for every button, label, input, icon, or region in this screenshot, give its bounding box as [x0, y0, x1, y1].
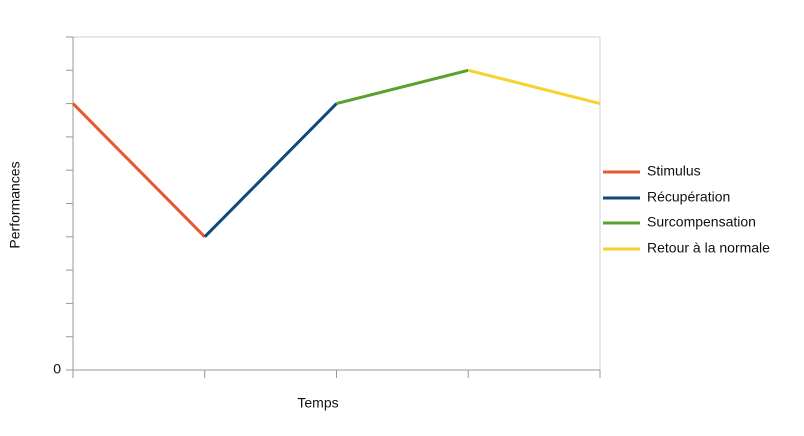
series-line — [336, 68, 469, 106]
series-line — [467, 68, 601, 106]
series-line — [71, 102, 206, 238]
legend-label: Récupération — [647, 189, 730, 205]
legend-label: Stimulus — [647, 163, 701, 179]
legend-label: Retour à la normale — [647, 240, 770, 256]
series-line — [203, 102, 338, 238]
legend-label: Surcompensation — [647, 214, 756, 230]
x-axis-label: Temps — [297, 395, 338, 411]
y-tick-label: 0 — [53, 361, 61, 377]
y-axis-label: Performances — [7, 161, 23, 248]
